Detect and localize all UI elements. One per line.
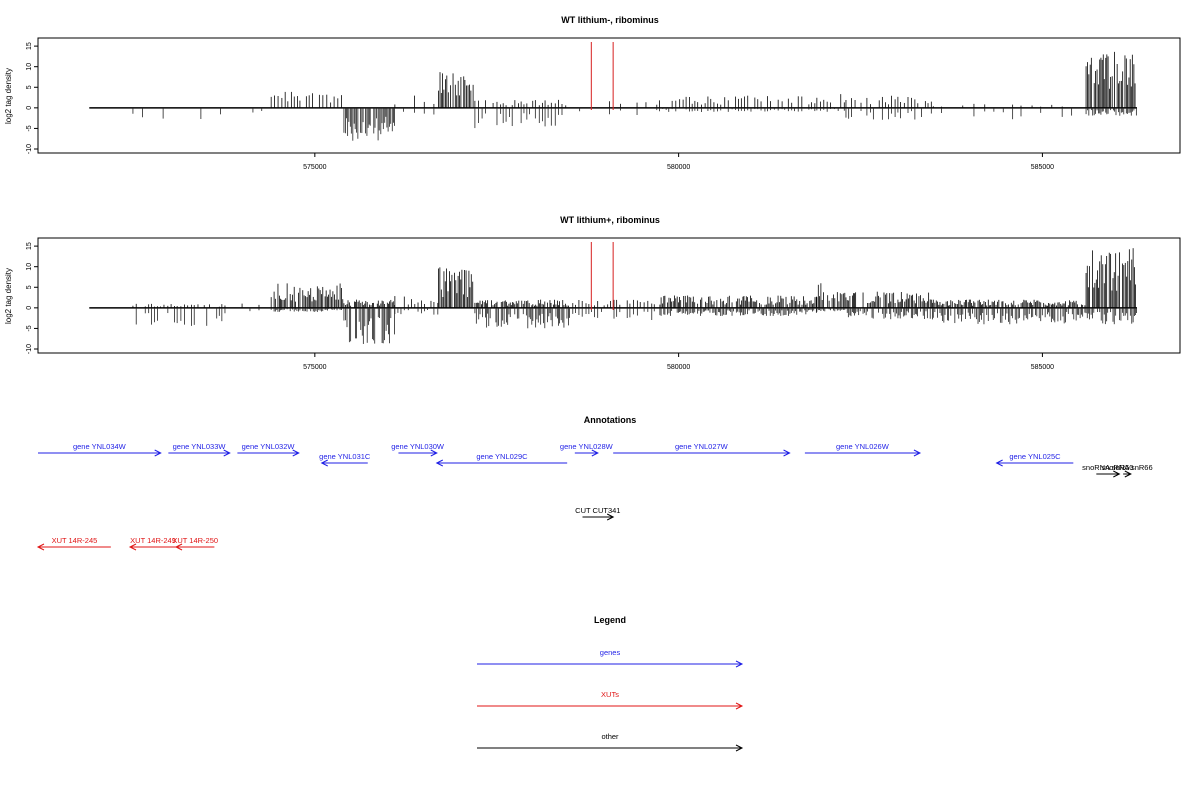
feature-label: gene YNL029C — [476, 452, 528, 461]
y-tick-label: -10 — [26, 344, 33, 354]
feature-label: XUT 14R-249 — [130, 536, 176, 545]
y-tick-label: 0 — [26, 106, 33, 110]
feature-label: gene YNL028W — [560, 442, 614, 451]
position-markers — [590, 42, 614, 110]
y-axis-label: log2 tag density — [4, 268, 13, 324]
plot-frame — [37, 237, 1181, 354]
annotations-title: Annotations — [584, 415, 637, 425]
feature-label: XUT 14R-250 — [172, 536, 218, 545]
feature-label: gene YNL030W — [391, 442, 445, 451]
feature-arrowhead — [128, 543, 137, 551]
feature-label: gene YNL031C — [319, 452, 371, 461]
feature-label: gene YNL027W — [675, 442, 729, 451]
feature-arrowhead — [995, 459, 1003, 467]
coverage-panel-lithium-plus: WT lithium+, ribominus log2 tag density … — [4, 215, 1181, 371]
feature-arrowhead — [154, 449, 162, 457]
x-tick-label: 585000 — [1031, 164, 1054, 171]
panel-title: WT lithium+, ribominus — [560, 215, 660, 225]
feature-arrowhead — [1113, 470, 1121, 478]
feature-arrowhead — [320, 459, 328, 467]
x-tick-label: 575000 — [303, 164, 326, 171]
legend-label: genes — [600, 648, 621, 657]
panel-title: WT lithium-, ribominus — [561, 15, 659, 25]
legend-arrowhead — [735, 660, 744, 668]
y-tick-label: 0 — [26, 306, 33, 310]
feature-label: CUT CUT341 — [575, 506, 620, 515]
legend-arrowhead — [735, 702, 744, 710]
feature-arrowhead — [783, 449, 791, 457]
legend-arrowhead — [735, 744, 744, 752]
position-markers — [590, 242, 614, 310]
y-axis-label: log2 tag density — [4, 68, 13, 124]
x-tick-label: 575000 — [303, 364, 326, 371]
legend-label: XUTs — [601, 690, 619, 699]
feature-arrowhead — [591, 449, 599, 457]
y-tick-label: -10 — [26, 144, 33, 154]
y-tick-label: 5 — [26, 85, 33, 89]
annotation-track: gene YNL034W gene YNL033W gene YNL032W gene… — [36, 442, 1153, 551]
coverage-panel-lithium-minus: WT lithium-, ribominus log2 tag density … — [4, 15, 1181, 171]
feature-label: snoRNA snR66 — [1101, 463, 1152, 472]
y-tick-label: 5 — [26, 285, 33, 289]
y-tick-label: 10 — [26, 263, 33, 271]
y-axis: -10 -5 0 5 10 15 — [26, 242, 38, 354]
plot-frame — [37, 37, 1181, 154]
legend-title: Legend — [594, 615, 626, 625]
feature-label: gene YNL026W — [836, 442, 890, 451]
x-tick-label: 585000 — [1031, 364, 1054, 371]
x-tick-label: 580000 — [667, 164, 690, 171]
x-tick-label: 580000 — [667, 364, 690, 371]
y-tick-label: 15 — [26, 42, 33, 50]
feature-arrowhead — [36, 543, 45, 551]
y-tick-label: 10 — [26, 63, 33, 71]
coverage-bars — [89, 51, 1137, 141]
y-axis: -10 -5 0 5 10 15 — [26, 42, 38, 154]
x-axis: 575000 580000 585000 — [303, 153, 1054, 171]
feature-label: XUT 14R-245 — [52, 536, 98, 545]
feature-label: gene YNL032W — [242, 442, 296, 451]
y-tick-label: -5 — [26, 325, 33, 331]
feature-arrowhead — [435, 459, 444, 467]
feature-label: gene YNL034W — [73, 442, 127, 451]
feature-arrowhead — [223, 449, 231, 457]
legend: genes XUTs other — [477, 648, 744, 752]
y-tick-label: -5 — [26, 125, 33, 131]
feature-label: gene YNL033W — [173, 442, 227, 451]
feature-arrowhead — [292, 449, 300, 457]
legend-label: other — [601, 732, 619, 741]
feature-arrowhead — [913, 449, 922, 457]
feature-arrowhead — [606, 513, 615, 521]
feature-arrowhead — [1124, 470, 1132, 478]
feature-label: gene YNL025C — [1009, 452, 1061, 461]
y-tick-label: 15 — [26, 242, 33, 250]
x-axis: 575000 580000 585000 — [303, 353, 1054, 371]
feature-label: snoRNA snR50 — [1082, 463, 1133, 472]
feature-arrowhead — [430, 449, 438, 457]
feature-arrowhead — [174, 543, 183, 551]
